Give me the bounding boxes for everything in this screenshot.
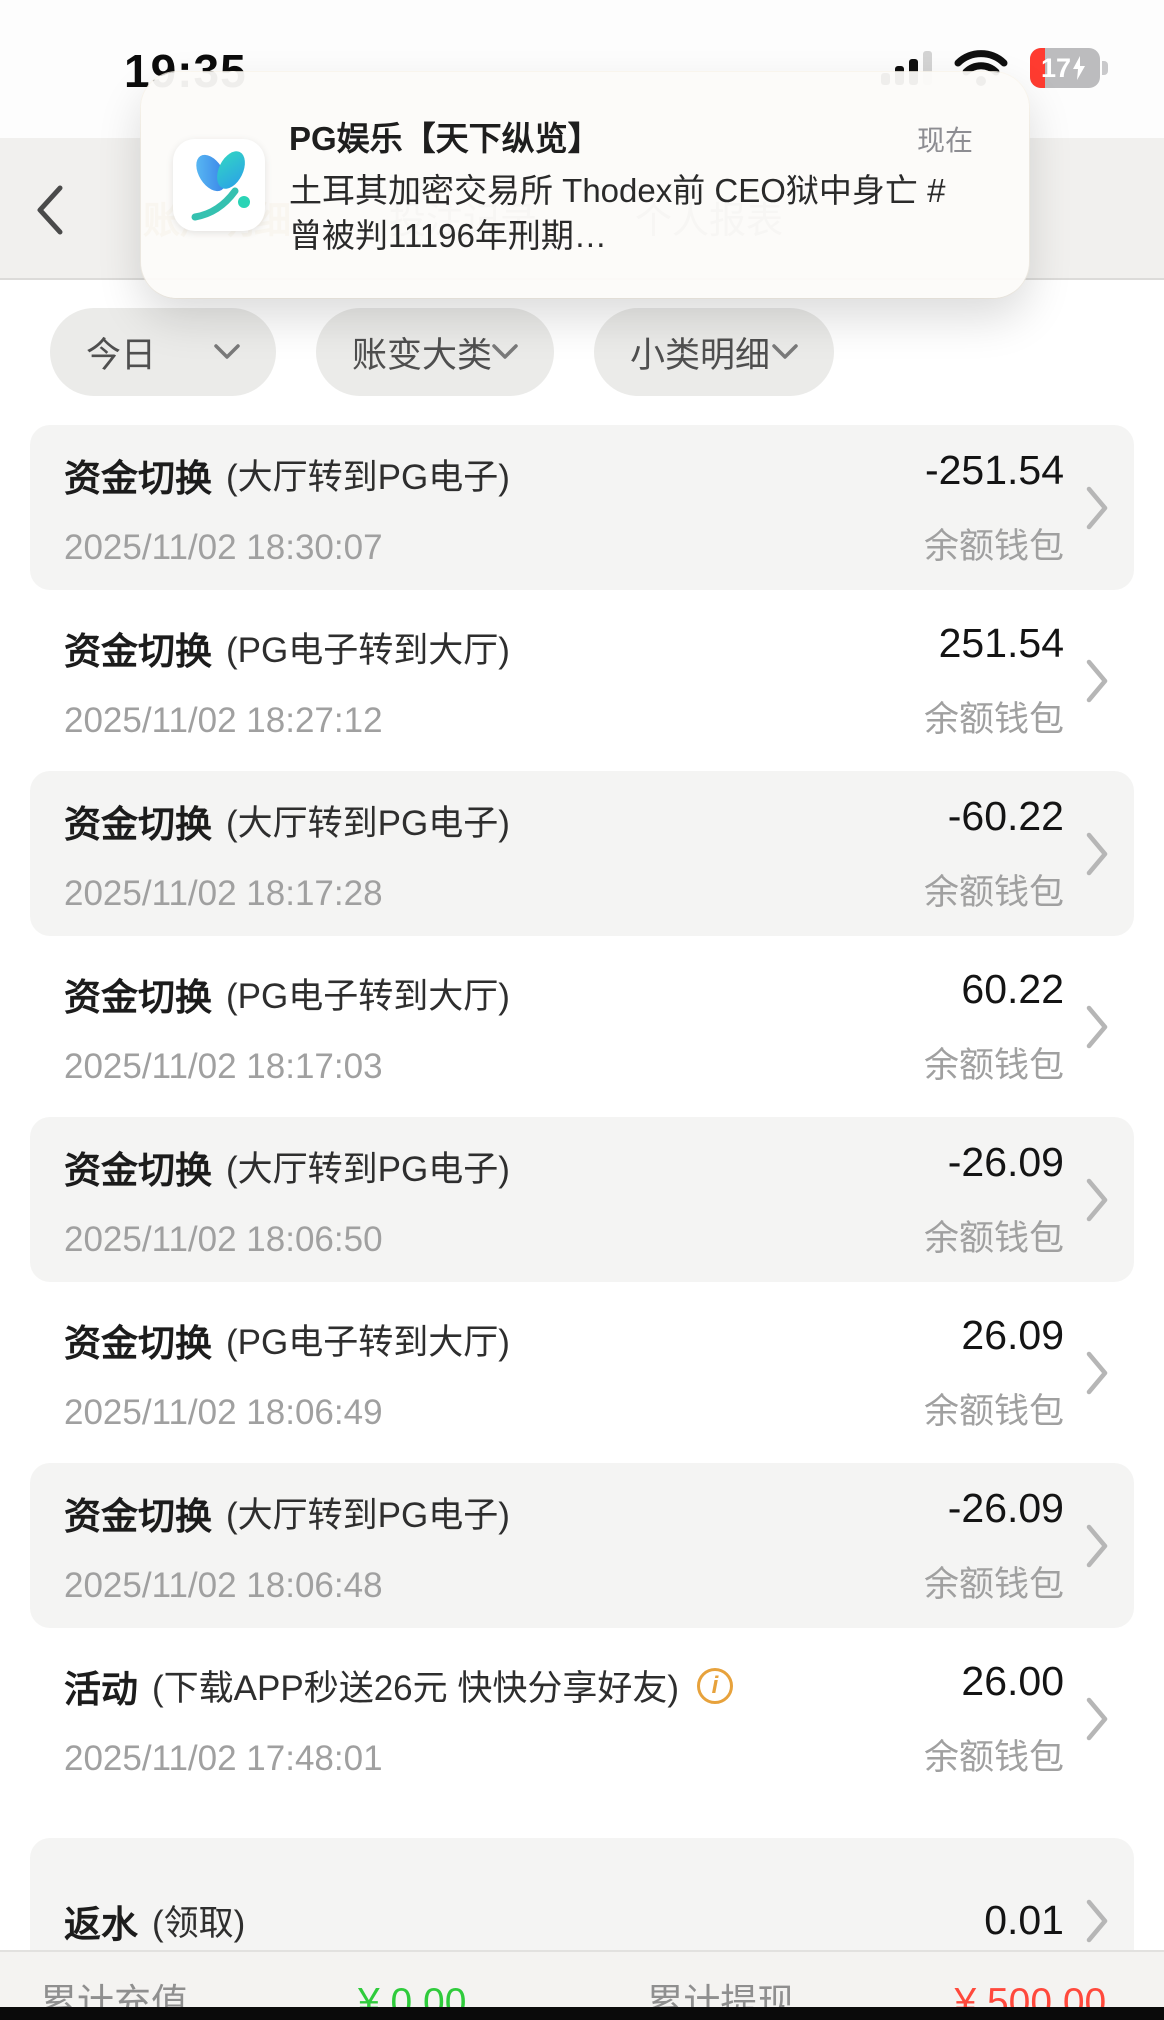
transaction-row[interactable]: 资金切换 (大厅转到PG电子) 2025/11/02 18:30:07 -251.… <box>30 425 1134 590</box>
txn-wallet: 余额钱包 <box>923 526 1064 566</box>
txn-title: 返水 <box>64 1903 138 1945</box>
txn-title: 资金切换 <box>64 803 212 845</box>
battery-percent: 17 <box>1040 52 1072 83</box>
transaction-list: 资金切换 (大厅转到PG电子) 2025/11/02 18:30:07 -251.… <box>0 425 1164 2003</box>
txn-datetime: 2025/11/02 18:17:03 <box>64 1046 383 1086</box>
txn-title: 资金切换 <box>64 457 212 499</box>
transaction-row[interactable]: 资金切换 (大厅转到PG电子) 2025/11/02 18:06:48 -26.0… <box>30 1463 1134 1628</box>
notification-body: 土耳其加密交易所 Thodex前 CEO狱中身亡 #曾被判11196年刑期… <box>289 172 946 254</box>
txn-amount: 0.01 <box>984 1897 1064 1943</box>
txn-amount: 26.00 <box>961 1657 1064 1704</box>
filter-bar: 今日 账变大类 小类明细 <box>50 308 1164 396</box>
filter-subcategory-label: 小类明细 <box>630 335 771 375</box>
txn-datetime: 2025/11/02 18:06:49 <box>64 1392 383 1432</box>
txn-wallet: 余额钱包 <box>923 872 1064 912</box>
battery-icon: 17 <box>1030 48 1108 88</box>
txn-datetime: 2025/11/02 18:06:50 <box>64 1219 383 1259</box>
txn-amount: 60.22 <box>961 965 1064 1012</box>
info-icon[interactable]: i <box>697 1667 734 1704</box>
chevron-right-icon <box>1086 1351 1108 1395</box>
notification-app-name: PG娱乐【天下纵览】 <box>289 120 601 157</box>
txn-wallet: 余额钱包 <box>923 1391 1064 1431</box>
back-button[interactable] <box>34 182 78 238</box>
transaction-row[interactable]: 资金切换 (PG电子转到大厅) 2025/11/02 18:27:12 251.5… <box>30 598 1134 763</box>
chevron-down-icon <box>214 344 240 359</box>
txn-wallet: 余额钱包 <box>923 1564 1064 1604</box>
txn-wallet: 余额钱包 <box>923 699 1064 739</box>
txn-amount: -26.09 <box>947 1484 1064 1531</box>
transaction-row[interactable]: 活动 (下载APP秒送26元 快快分享好友) i 2025/11/02 17:4… <box>30 1636 1134 1801</box>
pg-app-icon <box>173 139 265 231</box>
filter-category-label: 账变大类 <box>352 335 493 375</box>
chevron-right-icon <box>1086 1524 1108 1568</box>
txn-title: 资金切换 <box>64 1149 212 1191</box>
txn-amount: 26.09 <box>961 1311 1064 1358</box>
txn-title: 活动 <box>64 1668 138 1710</box>
txn-wallet: 余额钱包 <box>923 1045 1064 1085</box>
txn-title: 资金切换 <box>64 630 212 672</box>
battery-level-fill <box>1030 48 1045 88</box>
back-chevron-icon <box>37 185 63 235</box>
txn-title: 资金切换 <box>64 1322 212 1364</box>
txn-title: 资金切换 <box>64 1495 212 1537</box>
transaction-row[interactable]: 资金切换 (PG电子转到大厅) 2025/11/02 18:06:49 26.09… <box>30 1290 1134 1455</box>
txn-datetime: 2025/11/02 18:30:07 <box>64 527 383 567</box>
chevron-right-icon <box>1086 1005 1108 1049</box>
txn-subtitle: (大厅转到PG电子) <box>226 1150 510 1189</box>
txn-subtitle: (PG电子转到大厅) <box>226 1323 510 1362</box>
txn-subtitle: (PG电子转到大厅) <box>226 977 510 1016</box>
txn-datetime: 2025/11/02 18:06:48 <box>64 1565 383 1605</box>
txn-subtitle: (PG电子转到大厅) <box>226 631 510 670</box>
chevron-right-icon <box>1086 486 1108 530</box>
chevron-right-icon <box>1086 1697 1108 1741</box>
notification-time: 现在 <box>916 125 973 156</box>
filter-date[interactable]: 今日 <box>50 308 276 396</box>
txn-subtitle: (大厅转到PG电子) <box>226 804 510 843</box>
txn-subtitle: (大厅转到PG电子) <box>226 458 510 497</box>
screen-bottom-edge <box>0 2007 1164 2020</box>
transaction-row[interactable]: 资金切换 (PG电子转到大厅) 2025/11/02 18:17:03 60.22… <box>30 944 1134 1109</box>
txn-datetime: 2025/11/02 18:17:28 <box>64 873 383 913</box>
chevron-right-icon <box>1086 1178 1108 1222</box>
transaction-row[interactable]: 资金切换 (大厅转到PG电子) 2025/11/02 18:17:28 -60.2… <box>30 771 1134 936</box>
chevron-down-icon <box>492 344 518 359</box>
txn-subtitle: (大厅转到PG电子) <box>226 1496 510 1535</box>
filter-subcategory[interactable]: 小类明细 <box>594 308 834 396</box>
txn-title: 资金切换 <box>64 976 212 1018</box>
push-notification[interactable]: PG娱乐【天下纵览】 现在 土耳其加密交易所 Thodex前 CEO狱中身亡 #… <box>141 72 1029 298</box>
txn-subtitle: (下载APP秒送26元 快快分享好友) <box>152 1669 680 1708</box>
chevron-right-icon <box>1086 1899 1108 1943</box>
txn-amount: -251.54 <box>924 446 1064 493</box>
chevron-down-icon <box>772 344 798 359</box>
filter-category[interactable]: 账变大类 <box>316 308 554 396</box>
txn-amount: -26.09 <box>947 1138 1064 1185</box>
txn-wallet: 余额钱包 <box>923 1218 1064 1258</box>
chevron-right-icon <box>1086 832 1108 876</box>
chevron-right-icon <box>1086 659 1108 703</box>
filter-date-label: 今日 <box>86 335 157 375</box>
txn-datetime: 2025/11/02 17:48:01 <box>64 1738 383 1778</box>
txn-wallet: 余额钱包 <box>923 1737 1064 1777</box>
transaction-row[interactable]: 资金切换 (大厅转到PG电子) 2025/11/02 18:06:50 -26.0… <box>30 1117 1134 1282</box>
txn-amount: -60.22 <box>947 792 1064 839</box>
txn-subtitle: (领取) <box>152 1904 246 1943</box>
txn-amount: 251.54 <box>938 619 1064 666</box>
charging-bolt-icon <box>1073 56 1086 80</box>
txn-datetime: 2025/11/02 18:27:12 <box>64 700 383 740</box>
